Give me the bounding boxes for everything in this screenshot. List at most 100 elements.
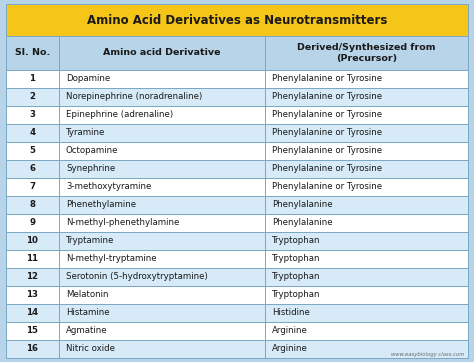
- Bar: [6, 142, 59, 160]
- Bar: [265, 142, 468, 160]
- Bar: [6, 232, 59, 250]
- Text: Derived/Synthesized from
(Precursor): Derived/Synthesized from (Precursor): [297, 43, 436, 63]
- Text: Tryptamine: Tryptamine: [66, 236, 114, 245]
- Text: 10: 10: [27, 236, 38, 245]
- Text: Phenylalanine or Tyrosine: Phenylalanine or Tyrosine: [272, 128, 382, 137]
- Bar: [6, 286, 59, 304]
- Text: Phenylalanine or Tyrosine: Phenylalanine or Tyrosine: [272, 182, 382, 191]
- Bar: [265, 70, 468, 88]
- Bar: [265, 250, 468, 268]
- Text: Dopamine: Dopamine: [66, 74, 110, 83]
- Bar: [59, 177, 265, 195]
- Text: Amino acid Derivative: Amino acid Derivative: [103, 49, 220, 57]
- Text: N-methyl-tryptamine: N-methyl-tryptamine: [66, 254, 156, 263]
- Text: Phenylalanine or Tyrosine: Phenylalanine or Tyrosine: [272, 110, 382, 119]
- Text: Agmatine: Agmatine: [66, 326, 108, 335]
- Text: Tryptophan: Tryptophan: [272, 254, 320, 263]
- Bar: [6, 250, 59, 268]
- Text: Phenylalanine or Tyrosine: Phenylalanine or Tyrosine: [272, 164, 382, 173]
- Text: Phenylalanine: Phenylalanine: [272, 218, 332, 227]
- Text: 5: 5: [29, 146, 35, 155]
- Text: Histidine: Histidine: [272, 308, 310, 317]
- Text: www.easybiology class.com: www.easybiology class.com: [391, 352, 465, 357]
- Bar: [6, 322, 59, 340]
- Bar: [265, 88, 468, 106]
- Bar: [59, 195, 265, 214]
- Bar: [59, 70, 265, 88]
- Text: 7: 7: [29, 182, 36, 191]
- Bar: [6, 340, 59, 358]
- Text: Arginine: Arginine: [272, 326, 308, 335]
- Bar: [6, 195, 59, 214]
- Bar: [59, 268, 265, 286]
- Bar: [265, 160, 468, 177]
- Text: 6: 6: [29, 164, 35, 173]
- Bar: [265, 286, 468, 304]
- Bar: [59, 214, 265, 232]
- Text: Amino Acid Derivatives as Neurotransmitters: Amino Acid Derivatives as Neurotransmitt…: [87, 14, 387, 27]
- Text: Serotonin (5-hydroxytryptamine): Serotonin (5-hydroxytryptamine): [66, 272, 208, 281]
- Bar: [6, 160, 59, 177]
- Bar: [265, 340, 468, 358]
- Bar: [59, 36, 265, 70]
- Bar: [265, 304, 468, 321]
- Text: Octopamine: Octopamine: [66, 146, 118, 155]
- Text: 9: 9: [29, 218, 35, 227]
- Text: Phenylalanine: Phenylalanine: [272, 200, 332, 209]
- Text: N-methyl-phenethylamine: N-methyl-phenethylamine: [66, 218, 179, 227]
- Text: 14: 14: [26, 308, 38, 317]
- Text: Tryptophan: Tryptophan: [272, 290, 320, 299]
- Text: Phenylalanine or Tyrosine: Phenylalanine or Tyrosine: [272, 92, 382, 101]
- Bar: [59, 88, 265, 106]
- Text: Epinephrine (adrenaline): Epinephrine (adrenaline): [66, 110, 173, 119]
- Text: 13: 13: [26, 290, 38, 299]
- Text: Arginine: Arginine: [272, 344, 308, 353]
- Bar: [59, 286, 265, 304]
- Text: Tryptophan: Tryptophan: [272, 272, 320, 281]
- Text: Tyramine: Tyramine: [66, 128, 105, 137]
- Bar: [59, 304, 265, 321]
- Bar: [265, 177, 468, 195]
- Text: 11: 11: [26, 254, 38, 263]
- Text: Phenylalanine or Tyrosine: Phenylalanine or Tyrosine: [272, 146, 382, 155]
- Bar: [6, 88, 59, 106]
- Bar: [59, 106, 265, 123]
- Text: 12: 12: [26, 272, 38, 281]
- Bar: [265, 36, 468, 70]
- Bar: [265, 123, 468, 142]
- Bar: [265, 195, 468, 214]
- Bar: [265, 214, 468, 232]
- Bar: [6, 214, 59, 232]
- Text: Tryptophan: Tryptophan: [272, 236, 320, 245]
- Bar: [59, 160, 265, 177]
- Text: Sl. No.: Sl. No.: [15, 49, 50, 57]
- Text: 4: 4: [29, 128, 36, 137]
- Bar: [6, 123, 59, 142]
- Text: 16: 16: [26, 344, 38, 353]
- Text: 3-methoxytyramine: 3-methoxytyramine: [66, 182, 151, 191]
- Bar: [59, 142, 265, 160]
- Text: Norepinephrine (noradrenaline): Norepinephrine (noradrenaline): [66, 92, 202, 101]
- Text: Phenylalanine or Tyrosine: Phenylalanine or Tyrosine: [272, 74, 382, 83]
- Bar: [6, 70, 59, 88]
- Bar: [265, 106, 468, 123]
- Text: 2: 2: [29, 92, 35, 101]
- Bar: [59, 232, 265, 250]
- Text: 15: 15: [27, 326, 38, 335]
- Bar: [59, 322, 265, 340]
- Bar: [6, 106, 59, 123]
- Text: Nitric oxide: Nitric oxide: [66, 344, 115, 353]
- Text: Histamine: Histamine: [66, 308, 109, 317]
- Text: 1: 1: [29, 74, 35, 83]
- Text: Melatonin: Melatonin: [66, 290, 109, 299]
- Bar: [59, 250, 265, 268]
- Bar: [265, 232, 468, 250]
- Text: Phenethylamine: Phenethylamine: [66, 200, 136, 209]
- Text: 8: 8: [29, 200, 35, 209]
- Bar: [6, 268, 59, 286]
- Bar: [6, 304, 59, 321]
- Bar: [6, 177, 59, 195]
- Bar: [265, 268, 468, 286]
- Bar: [6, 36, 59, 70]
- Text: Synephrine: Synephrine: [66, 164, 115, 173]
